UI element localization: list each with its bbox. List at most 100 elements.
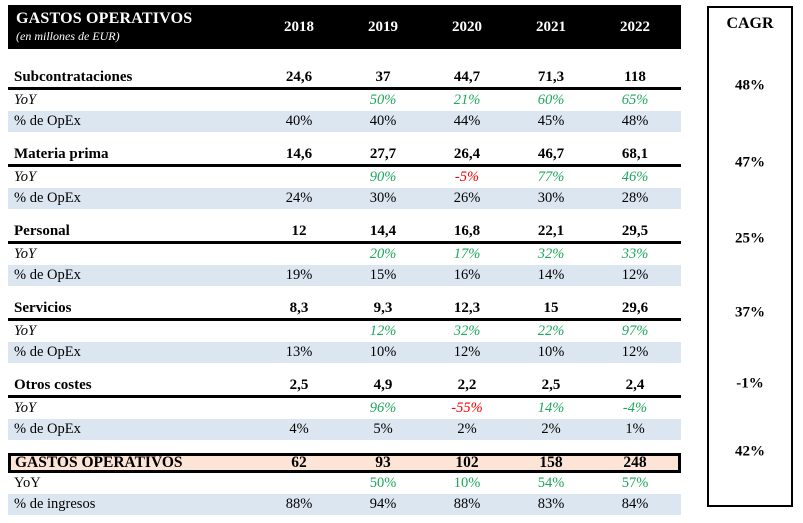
yoy-label: YoY [14, 323, 37, 339]
opex-share-row: % de OpEx 40% 40% 44% 45% 48% [8, 111, 681, 132]
opex-share-cell: 13% [285, 344, 313, 360]
cagr-value: 48% [735, 77, 765, 94]
yoy-value-cell: -4% [622, 400, 648, 416]
total-label: GASTOS OPERATIVOS [15, 454, 183, 471]
opex-share-cell: 40% [369, 113, 397, 129]
total-yoy-cell: 54% [537, 475, 565, 491]
cagr-value: 25% [735, 230, 765, 247]
value-cell: 26,4 [453, 146, 481, 162]
yoy-label: YoY [14, 169, 37, 185]
opex-share-label: % de OpEx [14, 344, 81, 360]
opex-share-cell: 12% [453, 344, 481, 360]
yoy-label: YoY [14, 92, 37, 108]
revenue-share-cell: 88% [453, 496, 481, 512]
year-column-header: 2022 [620, 18, 650, 35]
total-value-cell: 62 [291, 454, 307, 471]
cagr-value: -1% [736, 375, 764, 392]
opex-share-cell: 1% [625, 421, 645, 437]
yoy-value-cell: 32% [453, 323, 481, 339]
opex-share-cell: 19% [285, 267, 313, 283]
year-header-row: 2018 2019 2020 2021 2022 [257, 5, 677, 49]
cagr-value: 47% [735, 154, 765, 171]
value-cell: 2,5 [541, 377, 561, 393]
value-cell: 4,9 [373, 377, 393, 393]
expense-section: Personal 12 14,4 16,8 22,1 29,5 YoY 20% 17% 32% 33… [8, 222, 681, 286]
yoy-value-cell: 12% [369, 323, 397, 339]
section-name: Subcontrataciones [14, 69, 133, 85]
year-column-header: 2021 [536, 18, 566, 35]
yoy-value-cell: 96% [369, 400, 397, 416]
opex-share-cell: 45% [537, 113, 565, 129]
expense-section: Otros costes 2,5 4,9 2,2 2,5 2,4 YoY 96% -55% 14%… [8, 376, 681, 440]
total-value-cell: 158 [539, 454, 563, 471]
yoy-value-cell: 14% [537, 400, 565, 416]
section-header-row: Personal 12 14,4 16,8 22,1 29,5 [8, 222, 681, 244]
cagr-panel: CAGR 48% 47% 25% 37% -1% 42% [707, 6, 793, 507]
page-subtitle: (en millones de EUR) [16, 29, 120, 43]
section-header-row: Materia prima 14,6 27,7 26,4 46,7 68,1 [8, 145, 681, 167]
section-header-row: Servicios 8,3 9,3 12,3 15 29,6 [8, 299, 681, 321]
opex-table: GASTOS OPERATIVOS (en millones de EUR) 2… [8, 5, 681, 515]
opex-share-cell: 10% [537, 344, 565, 360]
opex-share-cell: 40% [285, 113, 313, 129]
expense-sections: Subcontrataciones 24,6 37 44,7 71,3 118 YoY 50%… [8, 68, 681, 440]
yoy-row: YoY 20% 17% 32% 33% [8, 244, 681, 265]
section-name: Personal [14, 223, 70, 239]
table-header: GASTOS OPERATIVOS (en millones de EUR) 2… [8, 5, 681, 49]
value-cell: 71,3 [537, 69, 565, 85]
opex-share-cell: 10% [369, 344, 397, 360]
page-title: GASTOS OPERATIVOS [16, 10, 193, 27]
yoy-value-cell: -55% [451, 400, 483, 416]
revenue-share-cell: 88% [285, 496, 313, 512]
year-column-header: 2020 [452, 18, 482, 35]
year-column-header: 2019 [368, 18, 398, 35]
yoy-value-cell: 22% [537, 323, 565, 339]
total-row: GASTOS OPERATIVOS 62 93 102 158 248 [8, 453, 681, 473]
total-yoy-cell: 10% [453, 475, 481, 491]
value-cell: 14,6 [285, 146, 313, 162]
value-cell: 8,3 [289, 300, 309, 316]
revenue-share-cell: 84% [621, 496, 649, 512]
value-cell: 12,3 [453, 300, 481, 316]
opex-share-label: % de OpEx [14, 421, 81, 437]
value-cell: 46,7 [537, 146, 565, 162]
expense-section: Subcontrataciones 24,6 37 44,7 71,3 118 YoY 50%… [8, 68, 681, 132]
yoy-value-cell: 17% [453, 246, 481, 262]
yoy-row: YoY 12% 32% 22% 97% [8, 321, 681, 342]
total-yoy-cell: 57% [621, 475, 649, 491]
revenue-share-cell: 94% [369, 496, 397, 512]
opex-share-cell: 2% [457, 421, 477, 437]
year-column-header: 2018 [284, 18, 314, 35]
value-cell: 37 [375, 69, 391, 85]
yoy-value-cell: 90% [369, 169, 397, 185]
yoy-value-cell: 97% [621, 323, 649, 339]
cagr-header: CAGR [726, 15, 774, 32]
total-block: GASTOS OPERATIVOS 62 93 102 158 248 YoY 50% 10% 5… [8, 453, 681, 515]
opex-share-cell: 12% [621, 344, 649, 360]
total-value-cell: 102 [455, 454, 479, 471]
section-name: Materia prima [14, 146, 109, 162]
section-header-row: Subcontrataciones 24,6 37 44,7 71,3 118 [8, 68, 681, 90]
yoy-value-cell: 21% [453, 92, 481, 108]
value-cell: 16,8 [453, 223, 481, 239]
opex-share-cell: 16% [453, 267, 481, 283]
total-yoy-label: YoY [14, 475, 41, 491]
opex-share-row: % de OpEx 24% 30% 26% 30% 28% [8, 188, 681, 209]
yoy-value-cell: 65% [621, 92, 649, 108]
value-cell: 29,5 [621, 223, 649, 239]
yoy-value-cell: 20% [369, 246, 397, 262]
opex-share-cell: 26% [453, 190, 481, 206]
yoy-label: YoY [14, 400, 37, 416]
value-cell: 118 [624, 69, 646, 85]
revenue-share-cell: 83% [537, 496, 565, 512]
total-yoy-row: YoY 50% 10% 54% 57% [8, 473, 681, 494]
yoy-value-cell: 46% [621, 169, 649, 185]
total-value-cell: 248 [623, 454, 647, 471]
revenue-share-row: % de ingresos 88% 94% 88% 83% 84% [8, 494, 681, 515]
opex-share-row: % de OpEx 19% 15% 16% 14% 12% [8, 265, 681, 286]
opex-share-row: % de OpEx 13% 10% 12% 10% 12% [8, 342, 681, 363]
opex-share-cell: 4% [289, 421, 309, 437]
opex-share-label: % de OpEx [14, 113, 81, 129]
value-cell: 9,3 [373, 300, 393, 316]
yoy-value-cell: 77% [537, 169, 565, 185]
